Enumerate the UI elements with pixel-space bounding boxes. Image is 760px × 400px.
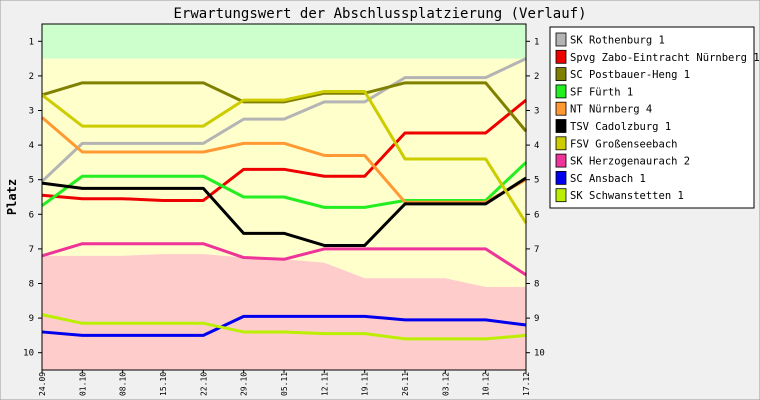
x-tick-label: 03.12 <box>441 372 450 396</box>
series-line-3 <box>41 161 528 209</box>
legend-label: TSV Cadolzburg 1 <box>570 121 671 133</box>
legend-label: SC Postbauer-Heng 1 <box>570 69 690 81</box>
y-tick-label-left: 2 <box>29 72 34 82</box>
series-line-5 <box>41 176 527 247</box>
legend-swatch <box>555 170 567 185</box>
series-line-6 <box>41 89 528 224</box>
x-tick-label: 10.12 <box>482 372 491 396</box>
x-tick-label: 29.10 <box>240 372 249 396</box>
y-tick-label-right: 9 <box>534 314 539 324</box>
y-tick-label-left: 10 <box>23 349 34 359</box>
legend-swatch <box>555 84 567 99</box>
legend-label: NT Nürnberg 4 <box>570 104 652 116</box>
legend-label: SK Herzogenaurach 2 <box>570 156 690 168</box>
x-tick-label: 08.10 <box>119 372 128 396</box>
y-tick-label-right: 3 <box>534 107 539 117</box>
y-tick-label-left: 5 <box>29 176 34 186</box>
legend-label: SC Ansbach 1 <box>570 173 646 185</box>
y-tick-label-left: 1 <box>29 37 34 47</box>
y-tick-label-right: 4 <box>534 141 539 151</box>
legend-swatch <box>555 49 567 64</box>
legend-swatch <box>555 188 567 203</box>
legend-label: FSV Großenseebach <box>570 138 677 150</box>
y-tick-label-right: 5 <box>534 176 539 186</box>
chart-title: Erwartungswert der Abschlussplatzierung … <box>173 6 586 22</box>
y-tick-label-left: 7 <box>29 245 34 255</box>
y-axis-ticks: 1 1 2 2 3 3 4 4 5 5 6 6 7 7 8 8 9 9 10 10 <box>23 37 545 358</box>
zone-0 <box>42 24 526 59</box>
y-tick-label-left: 4 <box>29 141 34 151</box>
x-tick-label: 19.11 <box>361 372 370 396</box>
x-tick-label: 12.11 <box>320 372 329 396</box>
legend-label: SK Rothenburg 1 <box>570 35 665 47</box>
y-tick-label-left: 8 <box>29 280 34 290</box>
y-tick-label-left: 6 <box>29 210 34 220</box>
series-line-2 <box>41 81 528 133</box>
series-line-8 <box>41 314 527 337</box>
y-tick-label-right: 2 <box>534 72 539 82</box>
legend-swatch <box>555 136 567 151</box>
background-zones <box>42 24 526 370</box>
y-axis-label: Platz <box>5 179 19 215</box>
x-tick-label: 17.12 <box>522 372 531 396</box>
y-tick-label-right: 7 <box>534 245 539 255</box>
y-tick-label-left: 3 <box>29 107 34 117</box>
x-tick-label: 01.10 <box>78 372 87 396</box>
y-tick-label-right: 10 <box>534 349 545 359</box>
x-tick-label: 15.10 <box>159 372 168 396</box>
x-tick-label: 24.09 <box>38 372 47 396</box>
y-tick-label-right: 8 <box>534 280 539 290</box>
series-line-4 <box>41 116 527 204</box>
y-tick-label-right: 1 <box>534 37 539 47</box>
series-line-1 <box>41 98 527 202</box>
zone-2 <box>42 254 526 370</box>
legend-label: SK Schwanstetten 1 <box>570 190 684 202</box>
legend: SK Rothenburg 1 Spvg Zabo-Eintracht Nürnb… <box>549 26 760 209</box>
zone-1 <box>42 58 526 287</box>
y-tick-label-left: 9 <box>29 314 34 324</box>
x-tick-label: 22.10 <box>199 372 208 396</box>
series-line-0 <box>40 57 527 183</box>
legend-swatch <box>555 67 567 81</box>
series-line-7 <box>41 242 527 277</box>
legend-swatch <box>555 101 567 116</box>
x-axis-ticks: 24.09 01.10 08.10 15.10 22.10 29.10 05.11 12.11… <box>38 370 531 396</box>
y-tick-label-right: 6 <box>534 210 539 220</box>
legend-swatch <box>555 119 567 133</box>
legend-swatch <box>555 32 567 47</box>
legend-label: SF Fürth 1 <box>570 86 633 98</box>
x-tick-label: 05.11 <box>280 372 289 396</box>
legend-label: Spvg Zabo-Eintracht Nürnberg 1 <box>570 52 760 64</box>
x-tick-label: 26.11 <box>401 372 410 396</box>
series-line-9 <box>41 313 527 341</box>
series-lines <box>40 57 528 341</box>
legend-swatch <box>555 153 567 168</box>
legend-box <box>549 26 755 209</box>
